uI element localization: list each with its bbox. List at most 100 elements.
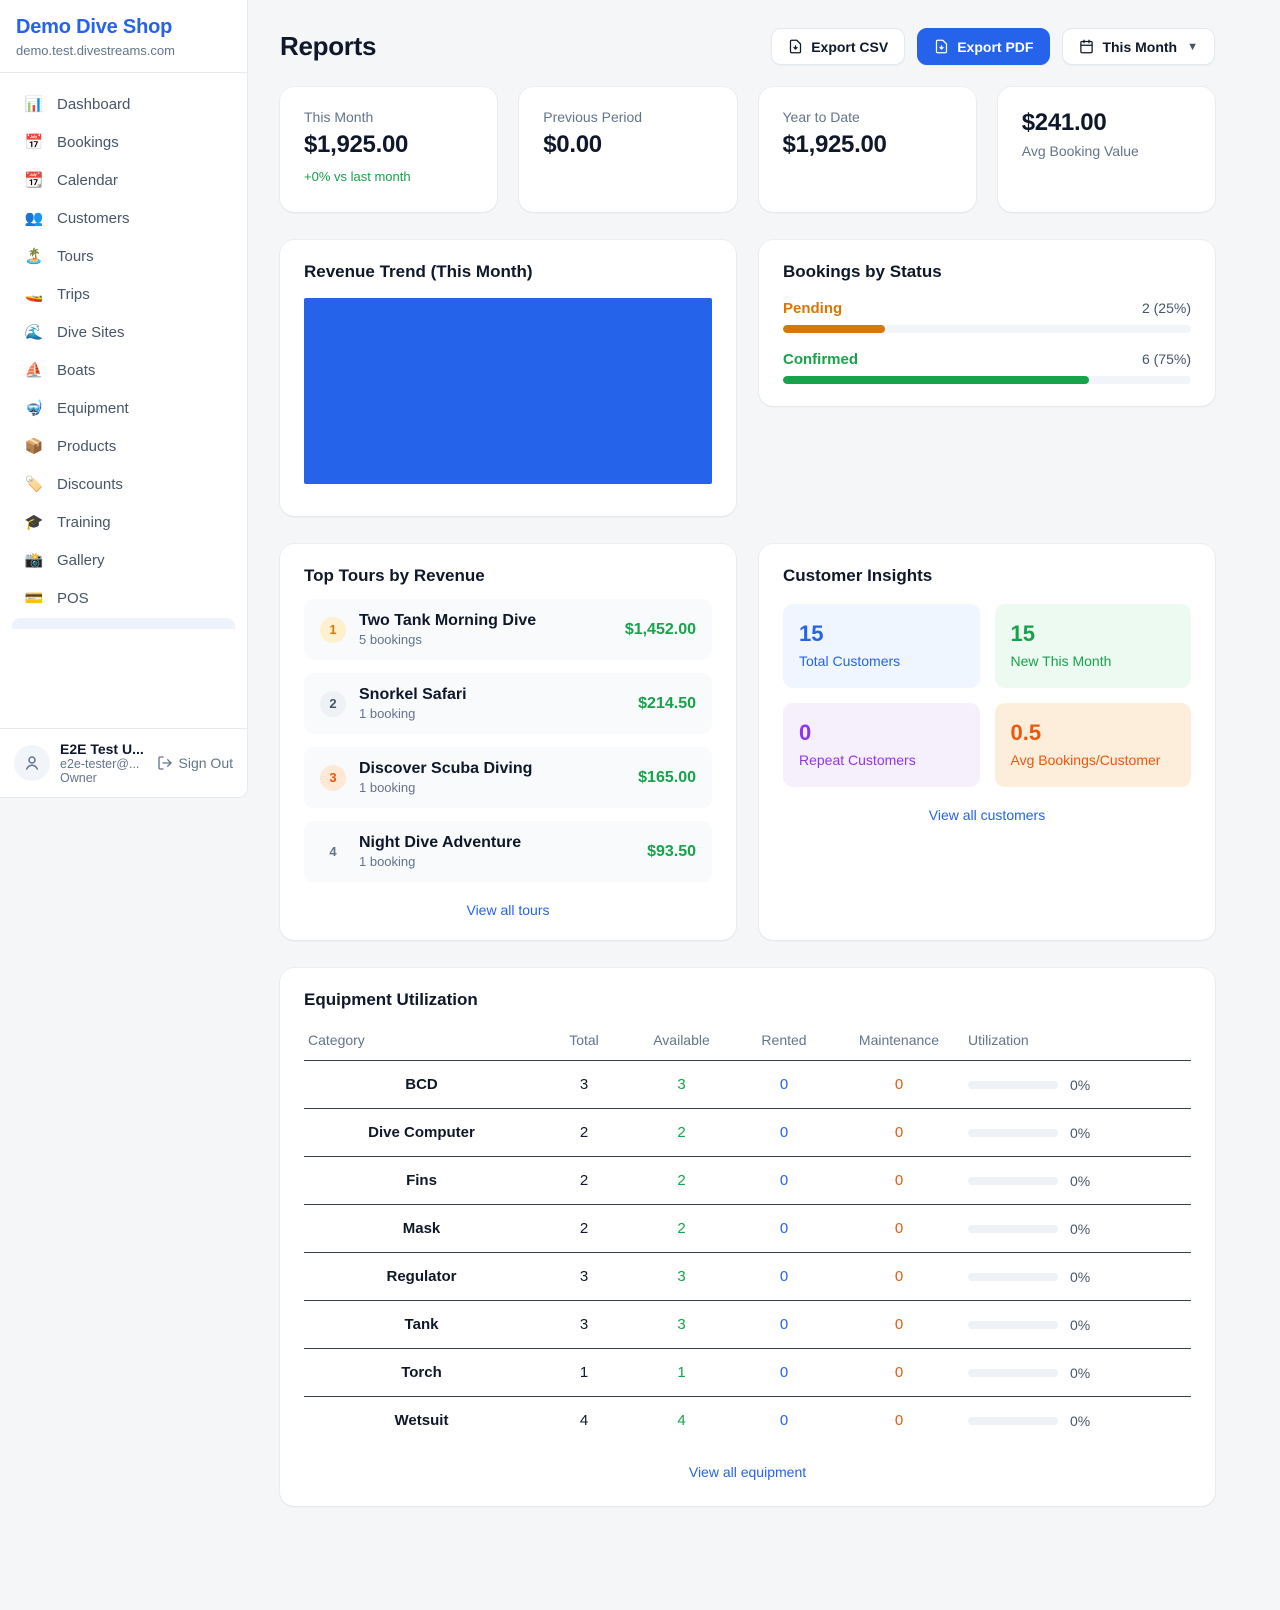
stat-value: $1,925.00 xyxy=(304,131,409,158)
customer-insights-card: Customer Insights 15 Total Customers 15 … xyxy=(759,544,1215,940)
stat-label: Previous Period xyxy=(543,109,643,125)
sidebar-item-tours[interactable]: 🏝️ Tours xyxy=(12,237,235,275)
cell-rented: 0 xyxy=(734,1108,834,1157)
tour-name: Night Dive Adventure xyxy=(359,834,522,851)
rank-badge: 3 xyxy=(320,764,346,791)
island-icon: 🏝️ xyxy=(24,248,44,265)
tour-row-2[interactable]: 2 Snorkel Safari 1 booking $214.50 xyxy=(304,673,712,734)
view-all-equipment-link[interactable]: View all equipment xyxy=(688,1464,807,1480)
cell-utilization: 0% xyxy=(964,1348,1191,1397)
sidebar-item-label: Bookings xyxy=(57,133,119,151)
chevron-down-icon: ▼ xyxy=(1187,40,1198,53)
export-csv-button[interactable]: Export CSV xyxy=(771,28,906,65)
sidebar-item-bookings[interactable]: 📅 Bookings xyxy=(12,123,235,161)
sidebar-item-gallery[interactable]: 📸 Gallery xyxy=(12,541,235,579)
cell-available: 2 xyxy=(629,1204,734,1253)
export-pdf-label: Export PDF xyxy=(957,38,1034,55)
speedboat-icon: 🚤 xyxy=(24,286,44,303)
insight-label: Repeat Customers xyxy=(799,752,916,768)
tour-name: Snorkel Safari xyxy=(359,686,467,703)
calendar-date-icon: 📅 xyxy=(24,134,44,151)
equipment-table-header-row: Category Total Available Rented Maintena… xyxy=(304,1024,1191,1061)
table-row: Torch 1 1 0 0 0% xyxy=(304,1348,1191,1397)
people-icon: 👥 xyxy=(24,210,44,227)
page-title: Reports xyxy=(280,31,377,61)
graduation-cap-icon: 🎓 xyxy=(24,514,44,531)
tour-info: Night Dive Adventure 1 booking xyxy=(359,834,634,869)
status-bar-pending xyxy=(783,325,1191,333)
user-role: Owner xyxy=(60,771,97,785)
cell-category: Wetsuit xyxy=(394,1412,449,1429)
sidebar-item-calendar[interactable]: 📆 Calendar xyxy=(12,161,235,199)
tour-bookings: 1 booking xyxy=(359,706,416,721)
sidebar-item-label: Trips xyxy=(57,285,90,303)
sidebar-item-equipment[interactable]: 🤿 Equipment xyxy=(12,389,235,427)
insight-label: New This Month xyxy=(1010,653,1112,669)
insight-tile-repeat-customers: 0 Repeat Customers xyxy=(783,703,980,787)
tag-icon: 🏷️ xyxy=(24,476,44,493)
charts-row: Revenue Trend (This Month) Bookings by S… xyxy=(280,240,1215,516)
tour-row-1[interactable]: 1 Two Tank Morning Dive 5 bookings $1,45… xyxy=(304,599,712,660)
cell-available: 1 xyxy=(629,1348,734,1397)
col-header-total: Total xyxy=(539,1024,629,1061)
stat-value: $241.00 xyxy=(1021,109,1107,136)
rank-badge: 2 xyxy=(320,690,346,717)
col-header-maintenance: Maintenance xyxy=(834,1024,964,1061)
cell-category: Fins xyxy=(304,1156,539,1205)
sidebar-item-pos[interactable]: 💳 POS xyxy=(12,579,235,617)
cell-maintenance: 0 xyxy=(834,1060,964,1109)
equipment-table: Category Total Available Rented Maintena… xyxy=(304,1024,1191,1444)
col-header-available: Available xyxy=(629,1024,734,1061)
period-label: This Month xyxy=(1102,38,1178,55)
cell-total: 2 xyxy=(539,1204,629,1253)
sidebar-item-products[interactable]: 📦 Products xyxy=(12,427,235,465)
sidebar-item-discounts[interactable]: 🏷️ Discounts xyxy=(12,465,235,503)
tour-row-4[interactable]: 4 Night Dive Adventure 1 booking $93.50 xyxy=(304,821,712,882)
view-all-tours-link[interactable]: View all tours xyxy=(466,902,550,918)
sidebar-item-label: Tours xyxy=(57,247,94,265)
main-content: Reports Export CSV Export PDF This Month xyxy=(280,0,1215,1546)
status-row-confirmed: Confirmed 6 (75%) xyxy=(783,351,1191,384)
utilization-bar xyxy=(968,1320,1058,1329)
cell-total: 3 xyxy=(539,1252,629,1301)
status-count-confirmed: 6 (75%) xyxy=(1141,351,1191,367)
revenue-trend-card: Revenue Trend (This Month) xyxy=(280,240,736,516)
insight-value: 0 xyxy=(799,720,812,745)
cell-rented: 0 xyxy=(734,1060,834,1109)
user-meta: E2E Test U... e2e-tester@... Owner xyxy=(60,741,147,785)
status-label-pending: Pending xyxy=(783,300,843,317)
sign-out-button[interactable]: Sign Out xyxy=(157,755,233,771)
sidebar-item-customers[interactable]: 👥 Customers xyxy=(12,199,235,237)
package-icon: 📦 xyxy=(24,438,44,455)
utilization-bar xyxy=(968,1080,1058,1089)
tour-name: Two Tank Morning Dive xyxy=(359,612,537,629)
tour-amount: $93.50 xyxy=(647,842,696,860)
sidebar-item-training[interactable]: 🎓 Training xyxy=(12,503,235,541)
view-all-customers-link[interactable]: View all customers xyxy=(928,807,1046,823)
tour-row-3[interactable]: 3 Discover Scuba Diving 1 booking $165.0… xyxy=(304,747,712,808)
sidebar-item-reports-selected-partial[interactable] xyxy=(12,618,235,629)
sidebar-item-dashboard[interactable]: 📊 Dashboard xyxy=(12,85,235,123)
equipment-utilization-card: Equipment Utilization Category Total Ava… xyxy=(280,968,1215,1506)
table-row: BCD 3 3 0 0 0% xyxy=(304,1060,1191,1109)
cell-rented: 0 xyxy=(734,1252,834,1301)
cell-available: 4 xyxy=(677,1412,686,1429)
cell-maintenance: 0 xyxy=(834,1204,964,1253)
cell-rented: 0 xyxy=(734,1300,834,1349)
export-pdf-button[interactable]: Export PDF xyxy=(917,28,1051,65)
sidebar-item-label: Discounts xyxy=(57,475,123,493)
cell-utilization: 0% xyxy=(964,1108,1191,1157)
stat-card-previous-period: Previous Period $0.00 xyxy=(519,87,737,212)
table-row: Dive Computer 2 2 0 0 0% xyxy=(304,1108,1191,1157)
table-row: Mask 2 2 0 0 0% xyxy=(304,1204,1191,1253)
sidebar-item-dive-sites[interactable]: 🌊 Dive Sites xyxy=(12,313,235,351)
calendar-outline-icon xyxy=(1080,39,1094,54)
sidebar-item-boats[interactable]: ⛵ Boats xyxy=(12,351,235,389)
shop-name: Demo Dive Shop xyxy=(16,16,173,38)
period-dropdown[interactable]: This Month ▼ xyxy=(1062,28,1215,65)
header-actions: Export CSV Export PDF This Month ▼ xyxy=(771,28,1215,65)
tour-amount: $165.00 xyxy=(638,768,696,786)
cell-total: 4 xyxy=(579,1412,589,1429)
sidebar-item-trips[interactable]: 🚤 Trips xyxy=(12,275,235,313)
status-count-pending: 2 (25%) xyxy=(1141,300,1191,316)
